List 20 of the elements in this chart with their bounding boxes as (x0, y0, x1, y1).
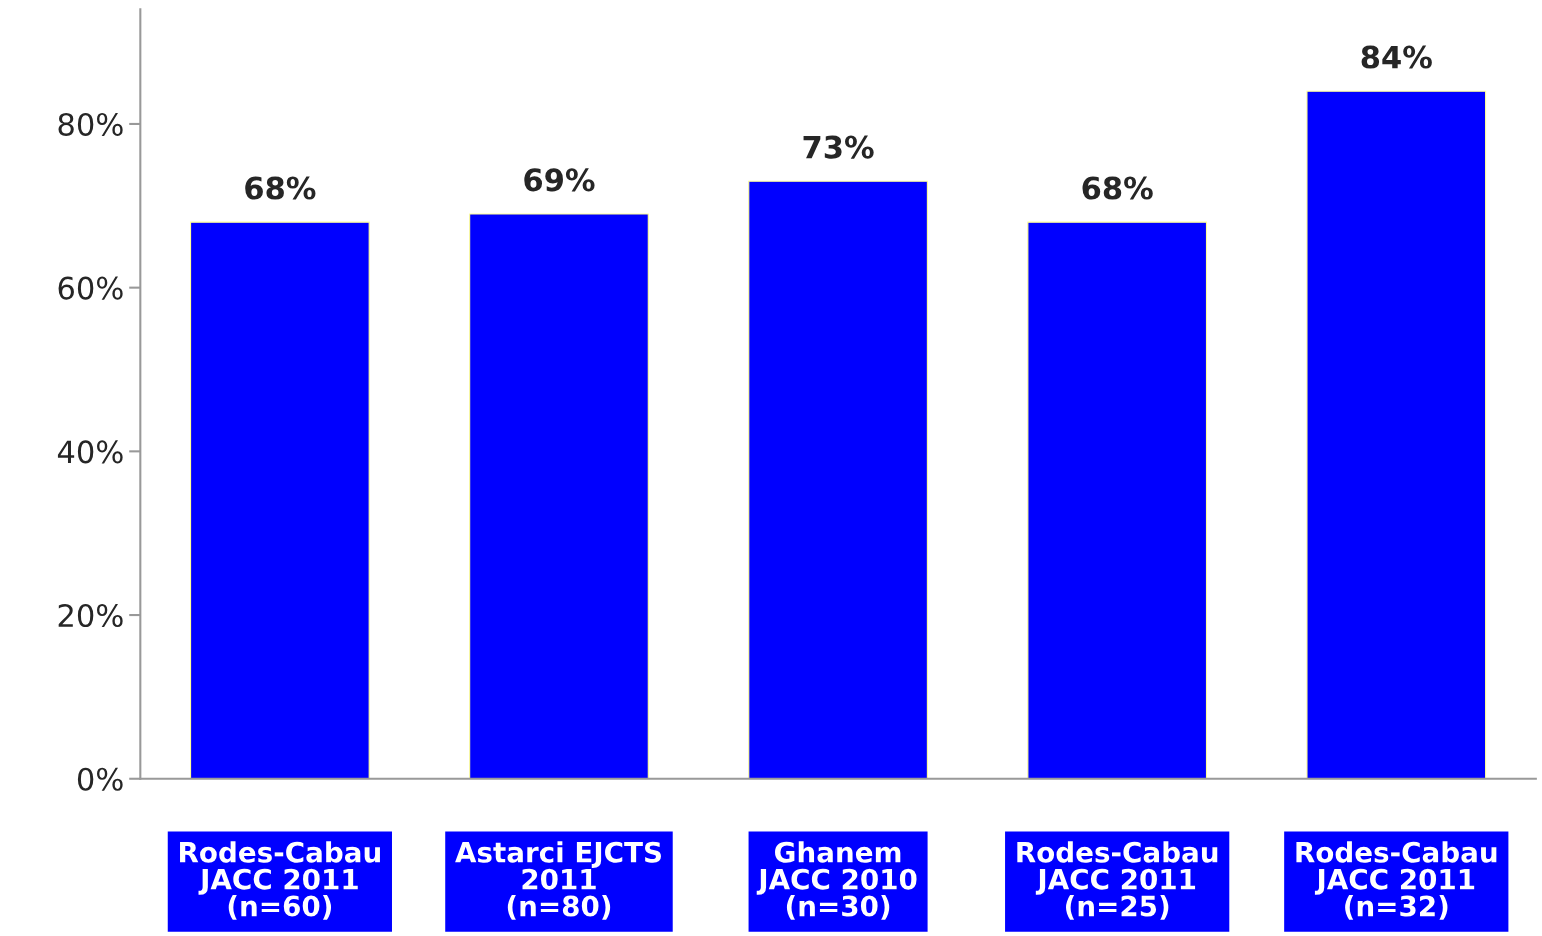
data-label: 68% (1082, 176, 1153, 200)
y-tick-label: 60% (58, 276, 123, 300)
y-tick-label: 40% (57, 440, 123, 464)
bar (469, 213, 649, 779)
data-label: 69% (524, 168, 595, 192)
x-tick-label: Astarci EJCTS 2011 (n=80) (455, 841, 661, 920)
data-label: 84% (1361, 45, 1432, 69)
data-label: 73% (803, 135, 874, 159)
bar (1306, 90, 1487, 779)
y-tick-label: 80% (58, 112, 123, 136)
y-tick-label: 20% (58, 603, 123, 628)
x-tick-label: Ghanem JACC 2010 (n=30) (756, 841, 917, 920)
x-tick-label: Rodes-Cabau JACC 2011 (n=32) (1296, 841, 1497, 920)
x-tick-label: Rodes-Cabau JACC 2011 (n=60) (180, 841, 380, 920)
bar (748, 180, 928, 779)
data-label: 68% (245, 176, 316, 200)
y-tick-label: 0% (77, 767, 123, 791)
bar (190, 221, 370, 779)
x-tick-label: Rodes-Cabau JACC 2011 (n=25) (1017, 841, 1218, 920)
bar (1027, 221, 1208, 779)
